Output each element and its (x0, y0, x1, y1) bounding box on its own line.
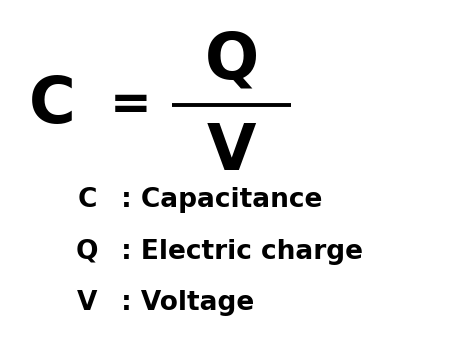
Text: Q: Q (76, 239, 99, 265)
Text: V: V (77, 291, 97, 316)
Text: V: V (207, 121, 257, 183)
Text: : Electric charge: : Electric charge (112, 239, 364, 265)
Text: : Capacitance: : Capacitance (112, 187, 323, 213)
Text: =: = (110, 81, 151, 129)
Text: Q: Q (205, 30, 259, 92)
Text: C: C (29, 74, 76, 136)
Text: C: C (78, 187, 97, 213)
Text: : Voltage: : Voltage (112, 291, 255, 316)
